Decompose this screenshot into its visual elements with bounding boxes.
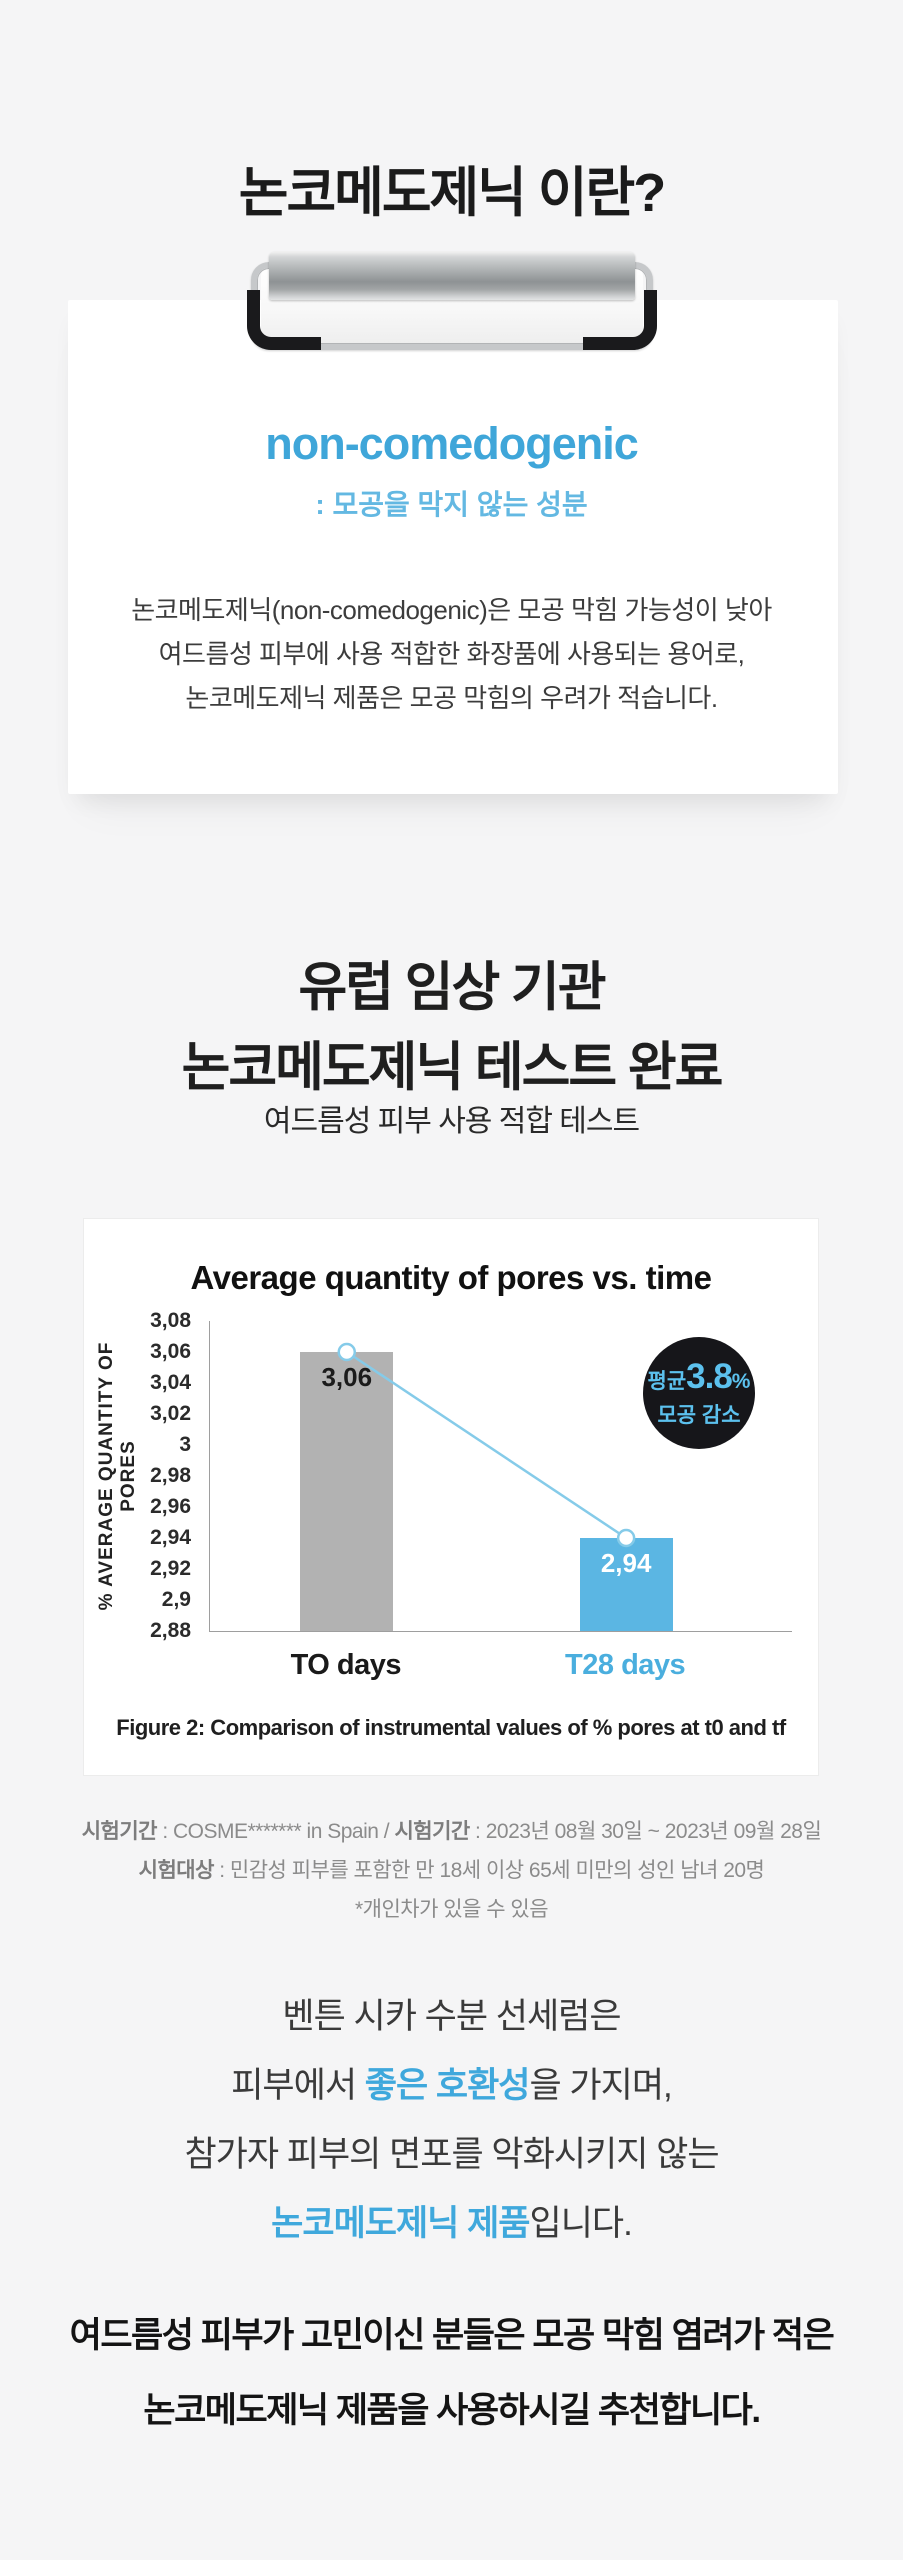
result-line1: 벤튼 시카 수분 선세럼은 bbox=[282, 1997, 621, 2036]
x-axis-label-1: T28 days bbox=[565, 1649, 686, 1681]
badge-value: 3.8 bbox=[686, 1357, 733, 1396]
bar-value-label: 2,94 bbox=[600, 1548, 652, 1578]
badge-line2: 모공 감소 bbox=[657, 1404, 741, 1427]
definition-body-line2: 여드름성 피부에 사용 적합한 화장품에 사용되는 용어로, bbox=[158, 639, 745, 669]
y-tick-label: 3,04 bbox=[150, 1371, 191, 1394]
chart-plot: 3,06 2,94 bbox=[209, 1321, 792, 1632]
bar-value-label: 3,06 bbox=[321, 1362, 373, 1392]
definition-body-line1: 논코메도제닉(non-comedogenic)은 모공 막힘 가능성이 낮아 bbox=[131, 595, 772, 625]
result-line2-pre: 피부에서 bbox=[231, 2066, 365, 2105]
x-axis-label-0: TO days bbox=[290, 1649, 402, 1681]
recommendation-line1: 여드름성 피부가 고민이신 분들은 모공 막힘 염려가 적은 bbox=[69, 2316, 835, 2355]
trend-line bbox=[337, 1342, 636, 1548]
test-period-text-b: : 2023년 08월 30일 ~ 2023년 09월 28일 bbox=[469, 1820, 822, 1843]
y-tick-label: 3 bbox=[179, 1433, 191, 1456]
test-info-line1: 시험기간 : COSME******* in Spain / 시험기간 : 20… bbox=[0, 1812, 903, 1851]
y-tick-label: 3,02 bbox=[150, 1402, 191, 1425]
chart-title: Average quantity of pores vs. time bbox=[190, 1259, 712, 1296]
clip-metal-bar bbox=[269, 252, 635, 300]
pore-reduction-badge: 평균 3.8 % 모공 감소 bbox=[643, 1337, 755, 1449]
clip-corner-left bbox=[247, 290, 321, 350]
chart-caption: Figure 2: Comparison of instrumental val… bbox=[116, 1715, 786, 1740]
test-subject-text: : 민감성 피부를 포함한 만 18세 이상 65세 미만의 성인 남녀 20명 bbox=[213, 1859, 765, 1882]
badge-percent-sign: % bbox=[731, 1370, 751, 1393]
definition-card bbox=[68, 300, 838, 794]
test-period-label-b: 시험기간 bbox=[394, 1820, 470, 1843]
result-paragraph: 벤튼 시카 수분 선세럼은 피부에서 좋은 호환성을 가지며, 참가자 피부의 … bbox=[0, 1982, 903, 2258]
y-tick-labels: 3,08 3,06 3,04 3,02 3 2,98 2,96 2,94 2,92 2,9 2,88 bbox=[109, 1309, 201, 1642]
test-period-text-a: : COSME******* in Spain / bbox=[156, 1820, 395, 1843]
y-tick-label: 2,94 bbox=[150, 1526, 191, 1549]
x-axis-labels: TO days T28 days bbox=[84, 1649, 820, 1689]
badge-line1: 평균 3.8 % bbox=[648, 1357, 751, 1397]
y-tick-label: 3,08 bbox=[150, 1309, 191, 1332]
test-info-disclaimer: *개인차가 있을 수 있음 bbox=[354, 1898, 549, 1921]
definition-heading: non-comedogenic bbox=[265, 418, 639, 469]
clipboard-clip-graphic bbox=[247, 252, 657, 352]
y-tick-label: 3,06 bbox=[150, 1340, 191, 1363]
chart-bar-1: 2,94 bbox=[579, 1538, 673, 1631]
result-line2-highlight: 좋은 호환성 bbox=[364, 2066, 531, 2105]
clip-corner-right bbox=[583, 290, 657, 350]
y-tick-label: 2,96 bbox=[150, 1495, 191, 1518]
test-period-label-a: 시험기간 bbox=[81, 1820, 158, 1843]
test-subject-label: 시험대상 bbox=[138, 1859, 215, 1882]
test-info-line2: 시험대상 : 민감성 피부를 포함한 만 18세 이상 65세 미만의 성인 남… bbox=[0, 1851, 903, 1890]
page-title: 논코메도제닉 이란? bbox=[238, 163, 666, 223]
result-line2-post: 을 가지며, bbox=[529, 2066, 673, 2105]
badge-prefix: 평균 bbox=[647, 1370, 687, 1393]
y-tick-label: 2,98 bbox=[150, 1464, 191, 1487]
clinical-title-line2: 논코메도제닉 테스트 완료 bbox=[181, 1038, 724, 1097]
result-line2: 피부에서 좋은 호환성을 가지며, bbox=[0, 2051, 903, 2120]
definition-subheading: : 모공을 막지 않는 성분 bbox=[315, 489, 588, 520]
recommendation: 여드름성 피부가 고민이신 분들은 모공 막힘 염려가 적은 논코메도제닉 제품… bbox=[0, 2298, 903, 2448]
test-info: 시험기간 : COSME******* in Spain / 시험기간 : 20… bbox=[0, 1812, 903, 1929]
definition-body-line3: 논코메도제닉 제품은 모공 막힘의 우려가 적습니다. bbox=[185, 683, 718, 713]
result-line4-highlight: 논코메도제닉 제품 bbox=[271, 2204, 530, 2243]
clinical-section-title: 유럽 임상 기관 논코메도제닉 테스트 완료 bbox=[0, 948, 903, 1108]
result-line4-post: 입니다. bbox=[529, 2204, 633, 2243]
result-line4: 논코메도제닉 제품입니다. bbox=[0, 2189, 903, 2258]
clinical-title-line1: 유럽 임상 기관 bbox=[298, 958, 606, 1017]
result-line3: 참가자 피부의 면포를 악화시키지 않는 bbox=[184, 2135, 719, 2174]
y-tick-label: 2,92 bbox=[150, 1557, 191, 1580]
definition-body: 논코메도제닉(non-comedogenic)은 모공 막힘 가능성이 낮아 여… bbox=[0, 588, 903, 720]
chart-bar-0: 3,06 bbox=[300, 1352, 394, 1631]
y-tick-label: 2,9 bbox=[161, 1588, 191, 1611]
clinical-subtitle: 여드름성 피부 사용 적합 테스트 bbox=[263, 1105, 640, 1138]
y-tick-label: 2,88 bbox=[150, 1619, 191, 1642]
chart-card: Average quantity of pores vs. time % AVE… bbox=[83, 1218, 819, 1776]
recommendation-line2: 논코메도제닉 제품을 사용하시길 추천합니다. bbox=[143, 2391, 761, 2430]
